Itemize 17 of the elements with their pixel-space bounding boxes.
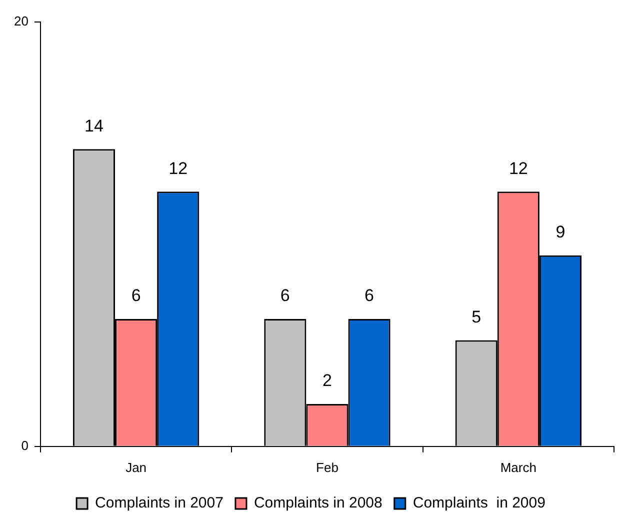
- data-label: 9: [556, 222, 566, 242]
- data-label: 2: [322, 371, 332, 390]
- data-label: 6: [364, 286, 374, 306]
- data-label: 5: [472, 307, 482, 326]
- data-label: 6: [131, 286, 141, 306]
- y-tick-label: 20: [14, 13, 28, 28]
- data-label: 14: [84, 116, 104, 136]
- legend-label: Complaints in 2008: [254, 494, 382, 512]
- legend-label: Complaints in 2009: [412, 494, 546, 512]
- y-tick-label: 0: [21, 438, 28, 453]
- data-label: 12: [508, 158, 528, 178]
- data-label: 6: [280, 286, 290, 306]
- x-tick-label: Jan: [126, 460, 147, 475]
- x-tick-label: Feb: [316, 460, 338, 475]
- x-tick-label: March: [500, 460, 536, 475]
- legend-label: Complaints in 2007: [95, 494, 224, 512]
- data-label: 12: [168, 158, 188, 178]
